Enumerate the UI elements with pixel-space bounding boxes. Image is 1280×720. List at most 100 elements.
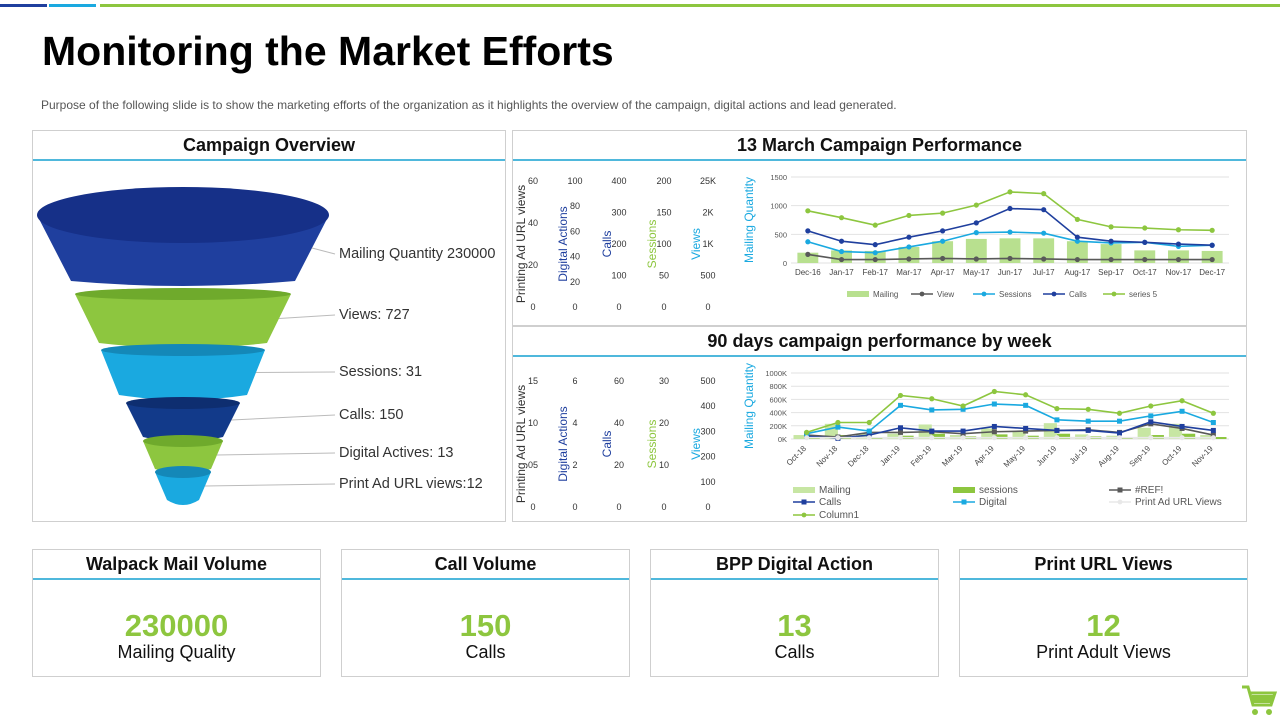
- x-tick-label: Nov-19: [1190, 444, 1215, 469]
- series-point: [1148, 435, 1154, 441]
- legend-label: Digital: [979, 497, 1007, 508]
- x-tick-label: Jun-17: [998, 268, 1023, 277]
- axis-tick-label: 200: [656, 176, 671, 186]
- legend-marker: [1117, 499, 1123, 505]
- funnel-label: Print Ad URL views:12: [339, 476, 483, 492]
- series-point: [872, 242, 878, 248]
- series-point: [991, 401, 997, 407]
- series-point: [1041, 207, 1047, 213]
- bar-mailing: [1066, 241, 1088, 263]
- x-tick-label: Oct-19: [1160, 444, 1184, 468]
- series-point: [1175, 241, 1182, 247]
- series-point: [1023, 392, 1029, 398]
- series-point: [898, 429, 903, 435]
- bar-mailing: [999, 238, 1021, 263]
- kpi-card-call-volume: Call Volume 150 Calls: [341, 549, 630, 677]
- series-point: [838, 238, 845, 244]
- kpi-card-digital-action: BPP Digital Action 13 Calls: [650, 549, 939, 677]
- series-point: [1179, 398, 1185, 404]
- series-point: [991, 429, 997, 435]
- bar-sessions: [1056, 433, 1071, 439]
- x-tick-label: Jan-19: [878, 444, 902, 468]
- axis-tick-label: 0: [572, 502, 577, 512]
- series-point: [804, 429, 810, 435]
- series-point: [1210, 432, 1216, 438]
- series-point: [973, 230, 979, 236]
- series-point: [940, 210, 946, 216]
- kpi-caption: Mailing Quality: [117, 642, 236, 662]
- series-point: [835, 419, 841, 426]
- axis-title: Calls: [600, 431, 614, 458]
- series-point: [866, 419, 872, 426]
- axis-tick-label: 30: [659, 376, 669, 386]
- legend-marker: [919, 291, 925, 297]
- funnel-segment: [126, 403, 240, 442]
- axis-tick-label: 100: [611, 271, 626, 281]
- x-tick-label: Sep-17: [1098, 268, 1124, 277]
- x-tick-label: Dec-17: [1199, 268, 1225, 277]
- funnel-segment-top: [101, 344, 265, 356]
- series-point: [906, 212, 912, 219]
- axis-tick-label: 80: [570, 201, 580, 211]
- bar-mailing: [1012, 431, 1026, 439]
- accent-bar-green: [100, 4, 1280, 7]
- axis-tick-label: 0: [661, 302, 666, 312]
- series-point: [835, 424, 841, 430]
- series-point: [1210, 435, 1216, 441]
- kpi-title: Call Volume: [342, 550, 629, 580]
- funnel-leader-line: [231, 414, 336, 421]
- series-point: [1007, 229, 1013, 235]
- legend-marker: [801, 499, 807, 505]
- series-point: [805, 228, 811, 234]
- axis-tick-label: 2: [572, 460, 577, 470]
- legend-label: Calls: [1069, 290, 1087, 299]
- y-tick-label: 500: [774, 230, 787, 239]
- series-point: [960, 403, 966, 409]
- series-point: [1023, 435, 1029, 441]
- x-tick-label: Oct-17: [1133, 268, 1158, 277]
- series-point: [1085, 418, 1091, 424]
- axis-title: Views: [689, 428, 703, 460]
- plot-y-axis-title: Mailing Quantity: [742, 177, 756, 263]
- series-point: [898, 402, 903, 408]
- axis-tick-label: 40: [614, 418, 624, 428]
- axis-tick-label: 100: [567, 176, 582, 186]
- bar-mailing: [797, 252, 819, 263]
- axis-tick-label: 20: [659, 418, 669, 428]
- funnel-segment-top: [126, 397, 240, 409]
- series-point: [898, 425, 903, 431]
- axis-tick-label: 10: [528, 418, 538, 428]
- axis-tick-label: 200: [611, 239, 626, 249]
- campaign-overview-panel: Campaign Overview Mailing Quantity 23000…: [32, 130, 506, 522]
- axis-tick-label: 0: [705, 502, 710, 512]
- series-point: [991, 388, 997, 395]
- series-point: [1209, 227, 1215, 233]
- series-point: [1179, 408, 1185, 414]
- funnel-leader-line: [311, 247, 336, 255]
- series-point: [1148, 413, 1154, 419]
- y-tick-label: 1000: [770, 202, 787, 211]
- series-point: [805, 239, 811, 245]
- y-tick-label: 1500: [770, 173, 787, 182]
- series-point: [1179, 423, 1185, 429]
- bar-mailing: [887, 433, 901, 439]
- axis-tick-label: 0: [705, 302, 710, 312]
- axis-tick-label: 300: [700, 426, 715, 436]
- series-point: [929, 435, 935, 441]
- series-point: [1210, 420, 1216, 425]
- axis-tick-label: 50: [659, 271, 669, 281]
- axis-tick-label: 0: [530, 302, 535, 312]
- series-point: [872, 256, 878, 263]
- funnel-segment-top: [143, 435, 223, 447]
- series-point: [1054, 427, 1060, 433]
- axis-tick-label: 60: [614, 376, 624, 386]
- bar-mailing: [1033, 238, 1055, 263]
- series-point: [1108, 238, 1114, 244]
- series-point: [973, 256, 979, 262]
- series-point: [1074, 216, 1080, 223]
- series-point: [1142, 256, 1148, 263]
- funnel-label: Views: 727: [339, 307, 410, 323]
- series-point: [866, 435, 872, 441]
- march-performance-panel: 13 March Campaign Performance 60 40 20 0 Pri…: [512, 130, 1247, 326]
- kpi-caption: Print Adult Views: [1036, 642, 1171, 662]
